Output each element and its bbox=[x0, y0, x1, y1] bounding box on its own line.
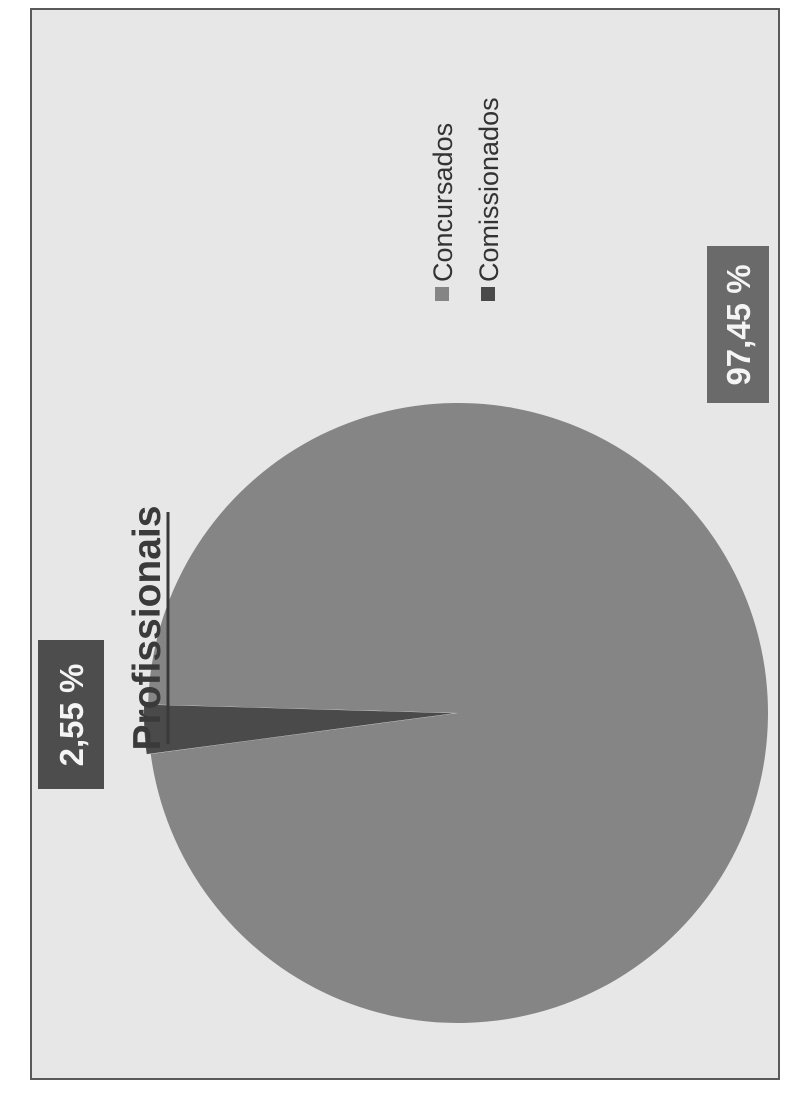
data-label-comissionados-box bbox=[38, 640, 104, 789]
data-label-comissionados: 2,55 % bbox=[38, 640, 104, 789]
pie-slice-comissionados bbox=[144, 704, 455, 755]
chart-frame: Profissionais Concursados Comissionados bbox=[30, 8, 780, 1080]
pie-chart: Profissionais Concursados Comissionados bbox=[38, 97, 769, 1023]
legend-swatch-comissionados bbox=[481, 287, 495, 301]
legend-item-comissionados: Comissionados bbox=[474, 97, 504, 301]
chart-title: Profissionais bbox=[126, 506, 169, 751]
data-label-concursados-text: 97,45 % bbox=[720, 264, 757, 385]
pie-group bbox=[144, 403, 768, 1023]
legend-label-comissionados: Comissionados bbox=[474, 97, 504, 282]
data-label-concursados: 97,45 % bbox=[707, 246, 769, 403]
legend-item-concursados: Concursados bbox=[428, 123, 458, 301]
data-label-comissionados-text: 2,55 % bbox=[53, 664, 90, 767]
chart-slide: Profissionais Concursados Comissionados bbox=[32, 10, 778, 1078]
chart-legend: Concursados Comissionados bbox=[428, 97, 504, 301]
legend-swatch-concursados bbox=[435, 287, 449, 301]
pie-slice-concursados bbox=[148, 403, 768, 1023]
chart-title-group: Profissionais bbox=[126, 506, 170, 751]
legend-label-concursados: Concursados bbox=[428, 123, 458, 282]
data-label-concursados-box bbox=[707, 246, 769, 403]
